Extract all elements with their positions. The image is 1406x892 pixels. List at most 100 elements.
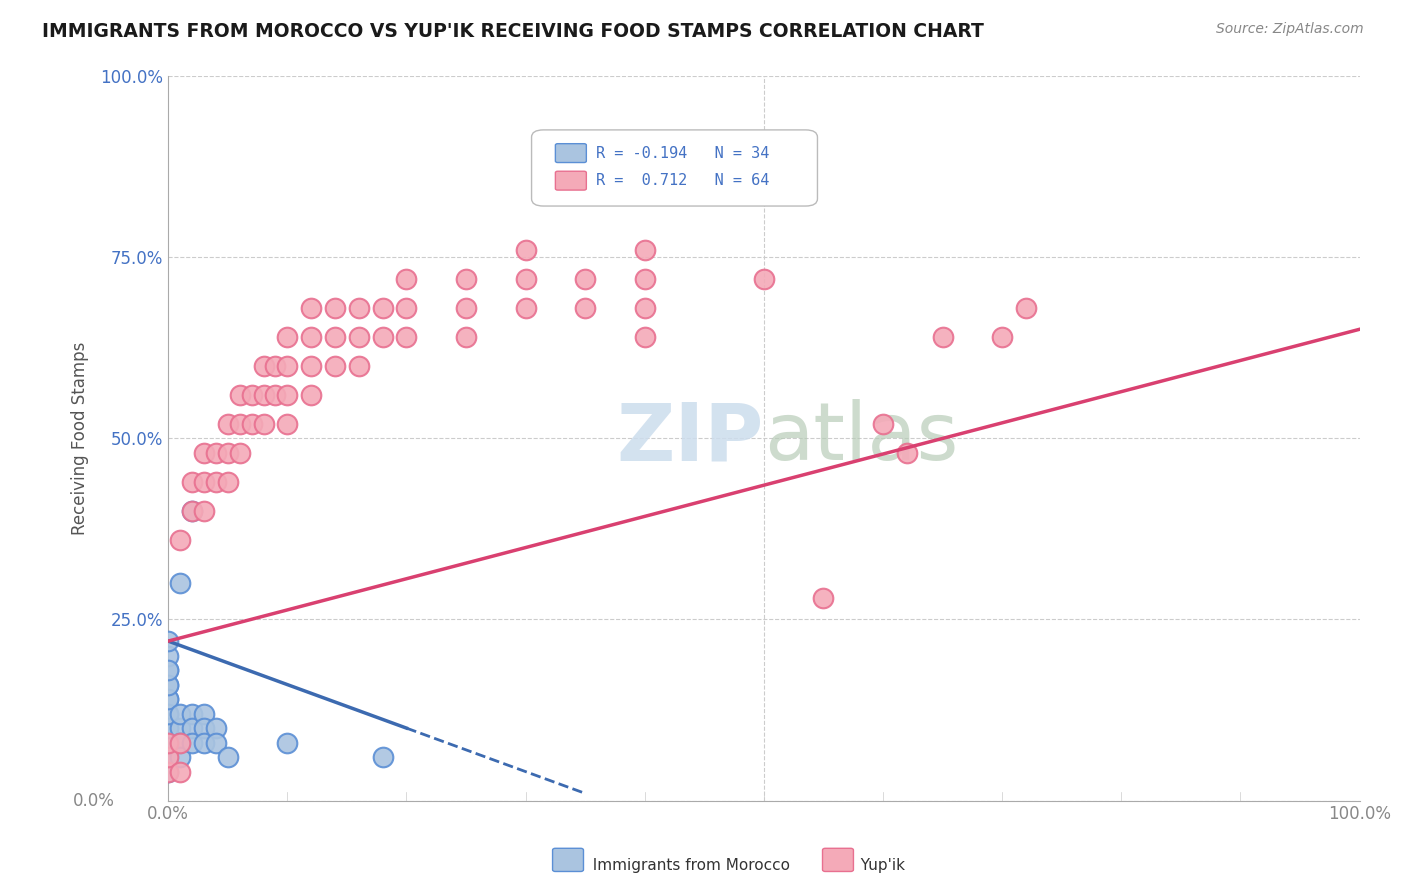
Point bbox=[1015, 301, 1038, 315]
Point bbox=[157, 764, 180, 779]
Point bbox=[157, 750, 180, 764]
Point bbox=[323, 301, 346, 315]
Point bbox=[299, 301, 322, 315]
Point bbox=[157, 706, 180, 721]
Text: Source: ZipAtlas.com: Source: ZipAtlas.com bbox=[1216, 22, 1364, 37]
Point bbox=[991, 329, 1014, 343]
Point bbox=[299, 359, 322, 373]
FancyBboxPatch shape bbox=[555, 144, 586, 162]
Point bbox=[193, 475, 215, 489]
Point bbox=[217, 750, 239, 764]
Point bbox=[169, 706, 191, 721]
Point bbox=[276, 736, 298, 750]
Point bbox=[169, 533, 191, 547]
Point bbox=[371, 329, 394, 343]
Text: Yup'ik: Yup'ik bbox=[851, 858, 904, 872]
Point bbox=[264, 359, 287, 373]
Point bbox=[157, 663, 180, 677]
Text: R = -0.194   N = 34: R = -0.194 N = 34 bbox=[596, 145, 769, 161]
Point bbox=[157, 692, 180, 706]
Point bbox=[634, 271, 657, 285]
Point bbox=[574, 271, 596, 285]
Point bbox=[252, 417, 274, 431]
Point bbox=[181, 721, 204, 735]
Text: ZIP: ZIP bbox=[617, 399, 763, 477]
Point bbox=[323, 329, 346, 343]
Point bbox=[299, 329, 322, 343]
Point bbox=[347, 359, 370, 373]
Point bbox=[205, 721, 228, 735]
Point bbox=[371, 301, 394, 315]
Point bbox=[217, 475, 239, 489]
Point bbox=[157, 692, 180, 706]
Point bbox=[181, 706, 204, 721]
Point bbox=[276, 417, 298, 431]
Point bbox=[515, 271, 537, 285]
Point bbox=[634, 329, 657, 343]
Point bbox=[217, 445, 239, 459]
Point bbox=[454, 329, 477, 343]
Point bbox=[228, 387, 250, 401]
Point bbox=[193, 503, 215, 517]
FancyBboxPatch shape bbox=[531, 130, 817, 206]
Point bbox=[252, 359, 274, 373]
Point bbox=[157, 750, 180, 764]
Text: IMMIGRANTS FROM MOROCCO VS YUP'IK RECEIVING FOOD STAMPS CORRELATION CHART: IMMIGRANTS FROM MOROCCO VS YUP'IK RECEIV… bbox=[42, 22, 984, 41]
Point bbox=[181, 503, 204, 517]
Point bbox=[228, 445, 250, 459]
Point bbox=[323, 359, 346, 373]
Point bbox=[205, 445, 228, 459]
Point bbox=[276, 387, 298, 401]
Point bbox=[515, 243, 537, 257]
Point bbox=[169, 721, 191, 735]
Point bbox=[205, 736, 228, 750]
Point bbox=[240, 417, 263, 431]
Point bbox=[634, 243, 657, 257]
Point bbox=[157, 677, 180, 691]
Point bbox=[454, 301, 477, 315]
Point bbox=[157, 706, 180, 721]
Point bbox=[205, 475, 228, 489]
Point bbox=[169, 736, 191, 750]
Point bbox=[169, 736, 191, 750]
Point bbox=[515, 301, 537, 315]
Point bbox=[931, 329, 953, 343]
Point bbox=[169, 750, 191, 764]
Point bbox=[276, 329, 298, 343]
Point bbox=[347, 301, 370, 315]
Text: atlas: atlas bbox=[763, 399, 959, 477]
Point bbox=[157, 634, 180, 648]
Point bbox=[157, 736, 180, 750]
Point bbox=[896, 445, 918, 459]
Point bbox=[395, 301, 418, 315]
Point bbox=[395, 329, 418, 343]
Point bbox=[157, 677, 180, 691]
Point bbox=[252, 387, 274, 401]
Point bbox=[299, 387, 322, 401]
Point bbox=[181, 503, 204, 517]
Point bbox=[181, 475, 204, 489]
FancyBboxPatch shape bbox=[555, 171, 586, 190]
Point bbox=[193, 736, 215, 750]
Point bbox=[169, 764, 191, 779]
Point bbox=[157, 736, 180, 750]
Point bbox=[371, 750, 394, 764]
Point bbox=[813, 591, 835, 605]
Point bbox=[193, 706, 215, 721]
Point bbox=[181, 736, 204, 750]
Point bbox=[157, 721, 180, 735]
Point bbox=[454, 271, 477, 285]
Point bbox=[872, 417, 894, 431]
Point bbox=[157, 663, 180, 677]
Point bbox=[157, 648, 180, 663]
Point bbox=[217, 417, 239, 431]
Point bbox=[347, 329, 370, 343]
Point bbox=[240, 387, 263, 401]
Point bbox=[228, 417, 250, 431]
Point bbox=[193, 721, 215, 735]
Point bbox=[157, 750, 180, 764]
Point bbox=[574, 301, 596, 315]
Point bbox=[264, 387, 287, 401]
Point bbox=[395, 271, 418, 285]
Point bbox=[169, 576, 191, 591]
